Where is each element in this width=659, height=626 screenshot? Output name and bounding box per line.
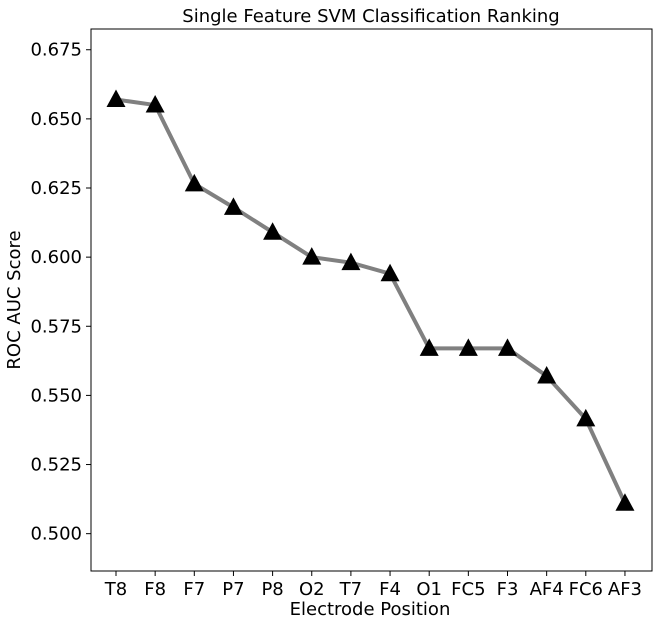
x-tick-label: AF4 bbox=[530, 579, 564, 600]
y-tick-label: 0.625 bbox=[30, 178, 82, 199]
x-tick-label: P7 bbox=[222, 579, 244, 600]
x-tick-label: F7 bbox=[183, 579, 205, 600]
y-tick-label: 0.500 bbox=[30, 524, 82, 545]
x-tick-label: F3 bbox=[497, 579, 519, 600]
x-axis: T8 F8 F7 P7 P8 O2 T7 F4 O1 FC5 F3 AF4 FC6 AF3 bbox=[104, 571, 642, 600]
data-point-fc6 bbox=[576, 408, 596, 427]
x-tick-label: O1 bbox=[416, 579, 442, 600]
data-point-f4 bbox=[380, 263, 400, 282]
x-tick-label: AF3 bbox=[608, 579, 642, 600]
data-point-f8 bbox=[145, 95, 165, 113]
data-point-p8 bbox=[263, 222, 283, 240]
x-tick-label: T8 bbox=[104, 579, 127, 600]
data-point-f3 bbox=[498, 338, 517, 356]
x-tick-label: P8 bbox=[261, 579, 283, 600]
data-point-o1 bbox=[419, 338, 439, 356]
x-tick-label: T7 bbox=[339, 579, 362, 600]
y-axis: 0.500 0.525 0.550 0.575 0.600 0.625 0.650 0.675 bbox=[30, 40, 91, 545]
chart-title: Single Feature SVM Classification Rankin… bbox=[182, 6, 559, 27]
data-point-p7 bbox=[223, 197, 243, 215]
x-tick-label: FC5 bbox=[451, 579, 485, 600]
data-point-af3 bbox=[615, 493, 635, 511]
y-axis-label: ROC AUC Score bbox=[4, 230, 25, 369]
y-tick-label: 0.675 bbox=[30, 40, 82, 61]
x-tick-label: F8 bbox=[144, 579, 166, 600]
y-tick-label: 0.525 bbox=[30, 455, 82, 476]
y-tick-label: 0.650 bbox=[30, 109, 82, 130]
data-point-t7 bbox=[341, 252, 361, 271]
x-tick-label: F4 bbox=[379, 579, 401, 600]
x-tick-label: FC6 bbox=[569, 579, 603, 600]
data-point-fc5 bbox=[458, 338, 478, 356]
plot-area bbox=[90, 28, 653, 572]
y-tick-label: 0.550 bbox=[30, 385, 82, 406]
data-point-af4 bbox=[537, 366, 557, 384]
data-point-f7 bbox=[184, 173, 204, 192]
y-tick-label: 0.575 bbox=[30, 316, 82, 337]
series-roc-auc bbox=[106, 89, 635, 511]
data-point-o2 bbox=[302, 247, 322, 265]
y-tick-label: 0.600 bbox=[30, 247, 82, 268]
x-tick-label: O2 bbox=[299, 579, 325, 600]
data-point-t8 bbox=[106, 89, 126, 108]
x-axis-label: Electrode Position bbox=[290, 599, 451, 620]
